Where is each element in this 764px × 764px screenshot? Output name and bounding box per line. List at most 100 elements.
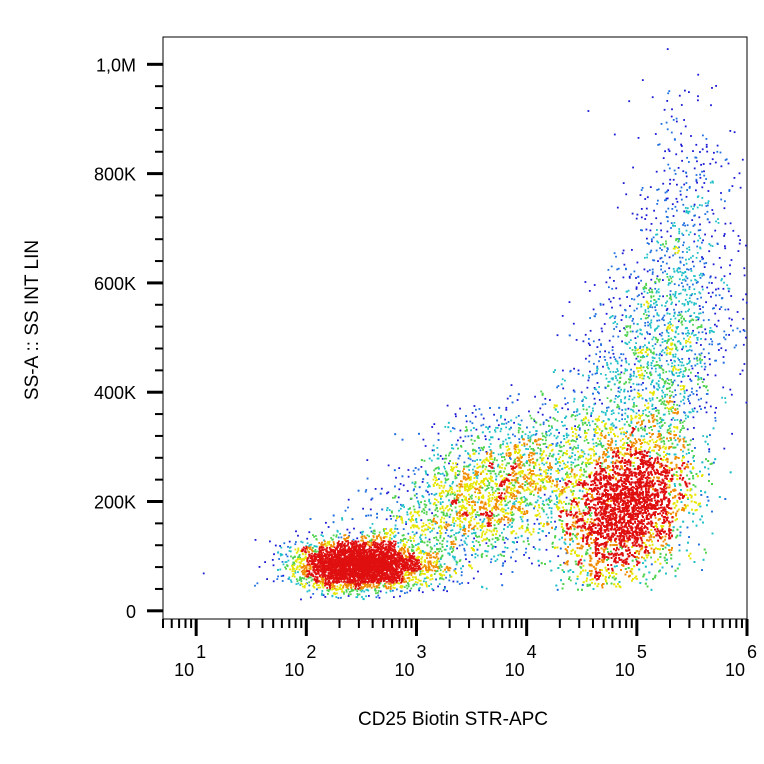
data-point bbox=[629, 315, 632, 318]
data-point bbox=[595, 442, 598, 444]
data-point bbox=[488, 492, 490, 494]
data-point bbox=[564, 487, 566, 490]
data-point bbox=[512, 502, 514, 505]
data-point bbox=[665, 197, 668, 200]
data-point bbox=[495, 478, 497, 481]
data-point bbox=[547, 504, 550, 506]
data-point bbox=[506, 397, 509, 400]
data-point bbox=[532, 426, 535, 429]
data-point bbox=[458, 560, 461, 562]
data-point bbox=[675, 347, 678, 349]
data-point bbox=[435, 499, 438, 501]
data-point bbox=[545, 471, 548, 474]
data-point bbox=[705, 551, 707, 554]
data-point bbox=[656, 277, 658, 280]
data-point bbox=[575, 339, 578, 341]
data-point bbox=[506, 462, 509, 465]
data-point bbox=[668, 90, 671, 92]
data-point bbox=[692, 329, 694, 332]
data-point bbox=[664, 199, 666, 202]
data-point bbox=[669, 178, 672, 181]
data-point bbox=[410, 579, 413, 581]
data-point bbox=[578, 508, 581, 511]
data-point bbox=[631, 330, 634, 333]
data-point bbox=[656, 397, 659, 399]
data-point bbox=[680, 186, 683, 189]
data-point bbox=[601, 402, 603, 405]
data-point bbox=[669, 318, 672, 321]
data-point bbox=[505, 537, 507, 539]
data-point bbox=[651, 367, 653, 370]
data-point bbox=[407, 585, 410, 588]
data-point bbox=[569, 489, 572, 492]
data-point bbox=[679, 313, 682, 316]
data-point bbox=[585, 465, 588, 468]
data-point bbox=[678, 293, 680, 295]
data-point bbox=[539, 449, 542, 452]
data-point bbox=[602, 303, 605, 306]
data-point bbox=[679, 525, 682, 528]
data-point bbox=[467, 535, 470, 538]
data-point bbox=[721, 278, 723, 280]
data-point bbox=[517, 423, 520, 426]
data-point bbox=[382, 528, 385, 531]
data-point bbox=[627, 407, 630, 410]
data-point bbox=[678, 232, 681, 235]
data-point bbox=[625, 360, 628, 362]
data-point bbox=[686, 363, 689, 365]
data-point bbox=[588, 448, 591, 451]
data-point bbox=[581, 462, 583, 465]
data-point bbox=[460, 445, 462, 447]
data-point bbox=[703, 174, 706, 177]
data-point bbox=[536, 459, 538, 462]
data-point bbox=[666, 544, 669, 546]
data-point bbox=[471, 504, 474, 507]
data-point bbox=[550, 425, 553, 428]
data-point bbox=[504, 438, 507, 441]
data-point bbox=[687, 332, 689, 334]
data-point bbox=[668, 278, 670, 281]
data-point bbox=[680, 501, 683, 503]
data-point bbox=[681, 302, 684, 305]
data-point bbox=[460, 571, 463, 573]
data-point bbox=[679, 261, 682, 264]
data-point bbox=[645, 282, 647, 285]
data-point bbox=[646, 332, 649, 335]
data-point bbox=[685, 293, 688, 296]
data-point bbox=[503, 476, 506, 479]
data-point bbox=[435, 538, 438, 541]
data-point bbox=[524, 499, 527, 502]
data-point bbox=[665, 199, 667, 201]
data-point bbox=[458, 470, 461, 473]
data-point bbox=[536, 452, 538, 455]
data-point bbox=[669, 321, 671, 323]
data-point bbox=[656, 415, 658, 418]
data-point bbox=[556, 419, 559, 422]
data-point bbox=[533, 418, 535, 421]
data-point bbox=[592, 308, 595, 311]
data-point bbox=[687, 416, 690, 418]
data-point bbox=[630, 386, 632, 388]
data-point bbox=[452, 547, 454, 550]
data-point bbox=[471, 422, 474, 425]
data-point bbox=[579, 456, 581, 459]
data-point bbox=[716, 242, 719, 245]
data-point bbox=[563, 530, 566, 532]
data-point bbox=[517, 415, 520, 417]
data-point bbox=[518, 427, 520, 429]
data-point bbox=[586, 583, 589, 586]
data-point bbox=[293, 562, 295, 565]
data-point bbox=[639, 448, 642, 451]
data-point bbox=[541, 394, 544, 396]
data-point bbox=[648, 305, 651, 308]
data-point bbox=[523, 554, 525, 556]
data-point bbox=[527, 448, 529, 450]
data-point bbox=[652, 236, 655, 239]
data-point bbox=[649, 440, 651, 443]
data-point bbox=[711, 510, 713, 513]
data-point bbox=[611, 377, 614, 380]
data-point bbox=[617, 267, 620, 270]
data-point bbox=[471, 554, 473, 556]
data-point bbox=[698, 386, 701, 389]
data-point bbox=[698, 216, 701, 219]
